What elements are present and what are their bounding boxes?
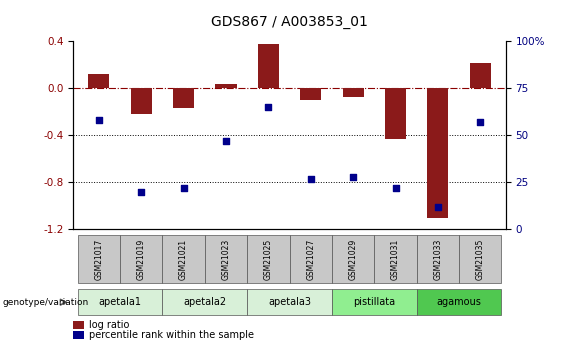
- Bar: [163, 289, 247, 315]
- Point: [221, 138, 231, 144]
- Text: apetala2: apetala2: [183, 297, 227, 307]
- Bar: [417, 236, 459, 283]
- Bar: [300, 88, 321, 100]
- Point: [306, 176, 315, 181]
- Bar: [385, 88, 406, 139]
- Text: percentile rank within the sample: percentile rank within the sample: [89, 331, 254, 341]
- Text: GSM21035: GSM21035: [476, 238, 485, 280]
- Bar: [215, 84, 237, 88]
- Bar: [88, 74, 110, 88]
- Text: log ratio: log ratio: [89, 321, 129, 331]
- Bar: [247, 236, 290, 283]
- Text: GSM21031: GSM21031: [391, 238, 400, 280]
- Text: GSM21019: GSM21019: [137, 238, 146, 280]
- Point: [137, 189, 146, 195]
- Text: GSM21017: GSM21017: [94, 238, 103, 280]
- Point: [264, 105, 273, 110]
- Bar: [375, 236, 417, 283]
- Bar: [332, 289, 417, 315]
- Point: [391, 185, 400, 191]
- Point: [179, 185, 188, 191]
- Text: agamous: agamous: [437, 297, 481, 307]
- Point: [433, 204, 442, 210]
- Text: pistillata: pistillata: [353, 297, 396, 307]
- Text: genotype/variation: genotype/variation: [3, 298, 89, 307]
- Bar: [78, 236, 120, 283]
- Text: GSM21023: GSM21023: [221, 238, 231, 280]
- Bar: [289, 236, 332, 283]
- Bar: [78, 289, 163, 315]
- Text: GDS867 / A003853_01: GDS867 / A003853_01: [211, 15, 368, 29]
- Bar: [332, 236, 374, 283]
- Text: GSM21033: GSM21033: [433, 238, 442, 280]
- Bar: [163, 236, 205, 283]
- Text: GSM21025: GSM21025: [264, 238, 273, 280]
- Text: apetala3: apetala3: [268, 297, 311, 307]
- Bar: [173, 88, 194, 108]
- Bar: [73, 322, 84, 329]
- Point: [476, 119, 485, 125]
- Bar: [205, 236, 247, 283]
- Bar: [427, 88, 449, 218]
- Bar: [120, 236, 163, 283]
- Bar: [73, 332, 84, 339]
- Point: [94, 118, 103, 123]
- Text: GSM21021: GSM21021: [179, 238, 188, 280]
- Text: apetala1: apetala1: [98, 297, 142, 307]
- Bar: [247, 289, 332, 315]
- Text: GSM21029: GSM21029: [349, 238, 358, 280]
- Bar: [258, 44, 279, 88]
- Point: [349, 174, 358, 179]
- Bar: [459, 236, 502, 283]
- Bar: [342, 88, 364, 97]
- Text: GSM21027: GSM21027: [306, 238, 315, 280]
- Bar: [131, 88, 152, 114]
- Bar: [417, 289, 502, 315]
- Bar: [470, 62, 491, 88]
